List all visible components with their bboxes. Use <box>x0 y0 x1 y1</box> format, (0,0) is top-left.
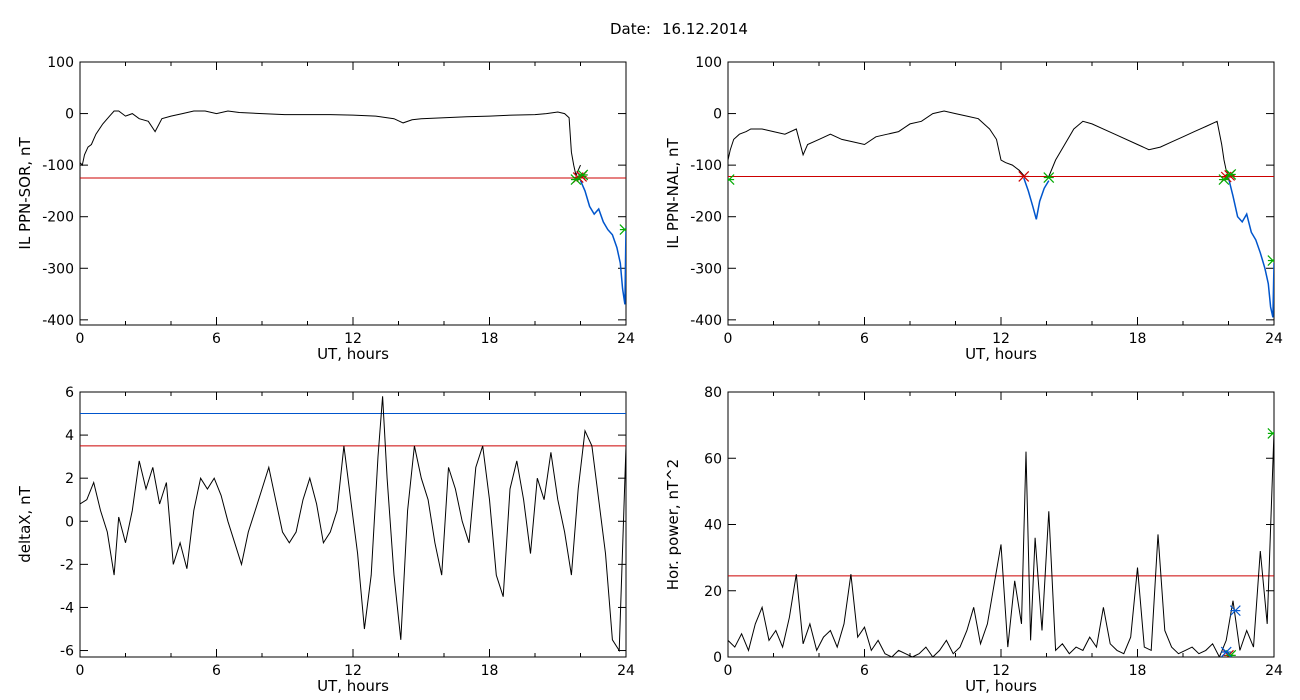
date-label: Date: <box>610 20 651 38</box>
y-tick-label: 0 <box>65 514 74 530</box>
chart-panel-p4: 0 6 12 18 24 0 20 40 60 80 UT, hours Hor. power, nT… <box>664 385 1283 695</box>
x-axis-label: UT, hours <box>317 345 389 363</box>
y-tick-label: 80 <box>704 385 722 401</box>
x-tick-label: 18 <box>1129 663 1147 679</box>
marker <box>577 169 589 181</box>
y-axis-label: IL PPN-NAL, nT <box>664 138 682 249</box>
y-tick-label: 0 <box>713 650 722 666</box>
marker <box>1267 255 1274 266</box>
marker <box>1043 172 1055 183</box>
x-axis-label: UT, hours <box>965 677 1037 695</box>
series-line <box>579 180 626 305</box>
y-tick-label: 40 <box>704 518 722 534</box>
x-tick-label: 24 <box>617 663 635 679</box>
x-tick-label: 24 <box>1265 663 1283 679</box>
y-tick-label: -400 <box>690 313 722 329</box>
date-value: 16.12.2014 <box>662 20 748 38</box>
marker <box>619 224 626 236</box>
y-tick-label: -300 <box>42 261 74 277</box>
y-tick-label: 4 <box>65 428 74 444</box>
series-line <box>1023 177 1050 220</box>
y-axis-label: Hor. power, nT^2 <box>664 459 682 590</box>
x-tick-label: 6 <box>860 663 869 679</box>
series-line <box>728 110 1025 176</box>
marker <box>1225 168 1237 180</box>
plot-frame <box>79 391 627 658</box>
y-tick-label: -300 <box>690 261 722 277</box>
plot-frame <box>727 61 1275 326</box>
marker <box>1018 171 1030 182</box>
y-tick-label: -100 <box>42 158 74 174</box>
y-tick-label: 0 <box>713 107 722 123</box>
marker <box>570 174 582 186</box>
chart-panel-p2: 0 6 12 18 24 -400 -300 -200 -100 0 100 UT, hours IL … <box>664 55 1283 363</box>
y-tick-label: -200 <box>690 210 722 226</box>
x-tick-label: 12 <box>992 331 1010 347</box>
x-tick-label: 6 <box>212 663 221 679</box>
chart-panel-p1: 0 6 12 18 24 -400 -300 -200 -100 0 100 UT, hours IL … <box>16 55 635 363</box>
y-tick-label: 60 <box>704 451 722 467</box>
y-tick-label: -4 <box>60 600 74 616</box>
x-tick-label: 12 <box>344 331 362 347</box>
x-tick-label: 18 <box>1129 331 1147 347</box>
plot-frame <box>727 391 1275 658</box>
y-axis-label: deltaX, nT <box>16 485 34 562</box>
marker <box>728 174 735 186</box>
x-tick-label: 0 <box>76 331 85 347</box>
plot-area <box>80 110 626 305</box>
marker <box>1229 605 1241 617</box>
marker <box>1218 174 1230 186</box>
x-tick-label: 18 <box>481 663 499 679</box>
y-tick-label: -2 <box>60 557 74 573</box>
plot-area <box>728 427 1274 657</box>
y-tick-label: 100 <box>695 55 722 71</box>
marker <box>1267 427 1274 439</box>
x-tick-label: 24 <box>1265 331 1283 347</box>
x-tick-label: 18 <box>481 331 499 347</box>
plot-area <box>728 110 1274 318</box>
y-tick-label: -200 <box>42 210 74 226</box>
x-axis-label: UT, hours <box>317 677 389 695</box>
y-tick-label: 2 <box>65 471 74 487</box>
x-tick-label: 0 <box>76 663 85 679</box>
series-line <box>80 110 581 178</box>
series-line <box>1227 177 1274 318</box>
y-tick-label: 100 <box>47 55 74 71</box>
x-tick-label: 0 <box>724 663 733 679</box>
marker <box>1220 646 1232 657</box>
y-tick-label: -400 <box>42 313 74 329</box>
plot-frame <box>79 61 627 326</box>
plot-area <box>80 396 626 653</box>
series-line <box>80 396 626 653</box>
x-tick-label: 12 <box>344 663 362 679</box>
x-tick-label: 12 <box>992 663 1010 679</box>
y-tick-label: 0 <box>65 107 74 123</box>
x-tick-label: 6 <box>212 331 221 347</box>
series-line <box>728 431 1274 657</box>
y-tick-label: 20 <box>704 584 722 600</box>
x-tick-label: 6 <box>860 331 869 347</box>
y-axis-label: IL PPN-SOR, nT <box>16 137 34 250</box>
x-tick-label: 24 <box>617 331 635 347</box>
x-tick-label: 0 <box>724 331 733 347</box>
y-tick-label: -6 <box>60 644 74 660</box>
x-axis-label: UT, hours <box>965 345 1037 363</box>
series-line <box>1048 120 1229 177</box>
y-tick-label: -100 <box>690 158 722 174</box>
y-tick-label: 6 <box>65 385 74 401</box>
